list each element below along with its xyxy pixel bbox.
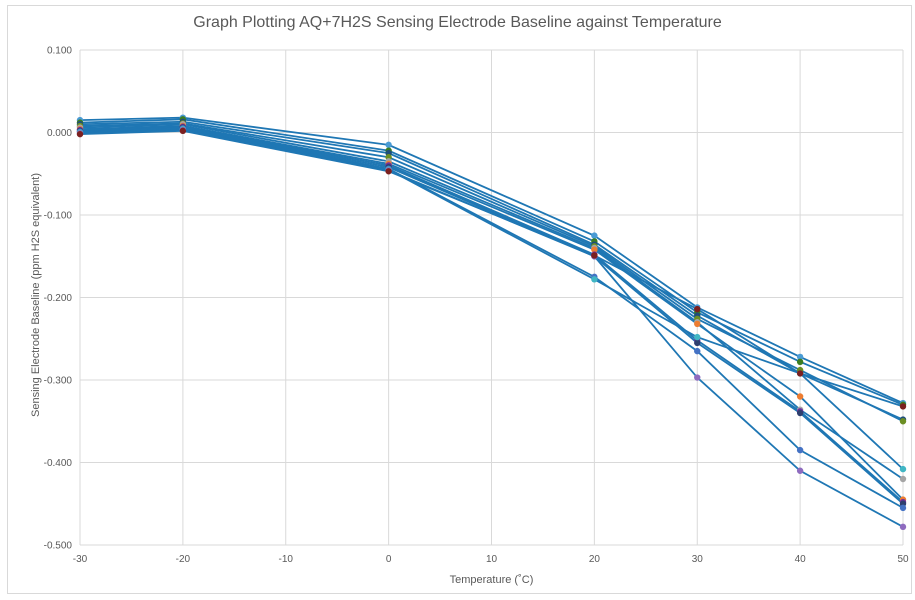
y-tick-label: -0.100 xyxy=(44,211,73,222)
series-9-point xyxy=(899,504,907,512)
x-tick-label: -20 xyxy=(176,554,191,565)
series-5-point xyxy=(899,475,907,483)
y-tick-label: -0.200 xyxy=(44,293,73,304)
x-tick-label: 50 xyxy=(897,554,909,565)
y-tick-label: 0.000 xyxy=(47,128,72,139)
chart-title: Graph Plotting AQ+7H2S Sensing Electrode… xyxy=(193,14,722,31)
series-12-point xyxy=(899,403,907,410)
series-10-point xyxy=(899,465,907,473)
series-11-point xyxy=(796,467,804,474)
x-tick-label: 20 xyxy=(589,554,601,565)
y-tick-label: -0.400 xyxy=(44,458,73,469)
series-2-point xyxy=(796,358,804,366)
series-12-point xyxy=(385,168,392,175)
series-6-point xyxy=(694,320,701,328)
series-10-point xyxy=(694,333,701,341)
series-12-point xyxy=(694,305,701,313)
series-8-point xyxy=(796,409,804,417)
series-6-point xyxy=(591,246,598,253)
chart-area xyxy=(7,5,912,594)
series-12-point xyxy=(179,127,187,135)
x-tick-label: -30 xyxy=(73,554,88,565)
series-8-point xyxy=(694,339,701,347)
x-tick-label: 40 xyxy=(795,554,807,565)
x-tick-label: -10 xyxy=(279,554,294,565)
x-axis-label: Temperature (˚C) xyxy=(449,574,534,586)
series-11-point xyxy=(694,374,701,381)
y-tick-label: -0.500 xyxy=(44,541,73,552)
series-9-point xyxy=(796,446,804,454)
series-12-point xyxy=(76,130,84,138)
series-6-point xyxy=(796,393,804,400)
x-tick-label: 10 xyxy=(486,554,498,565)
x-tick-label: 30 xyxy=(692,554,704,565)
y-tick-label: -0.300 xyxy=(44,376,73,387)
series-1-point xyxy=(385,141,392,149)
series-1-point xyxy=(796,353,804,361)
series-9-point xyxy=(694,347,701,355)
series-10-point xyxy=(591,276,598,283)
series-12-point xyxy=(591,252,598,259)
y-tick-label: 0.100 xyxy=(47,46,72,57)
series-4-point xyxy=(899,418,907,425)
series-1-point xyxy=(591,232,598,239)
series-12-point xyxy=(796,370,804,377)
series-11-point xyxy=(899,523,907,531)
x-tick-label: 0 xyxy=(386,554,392,565)
